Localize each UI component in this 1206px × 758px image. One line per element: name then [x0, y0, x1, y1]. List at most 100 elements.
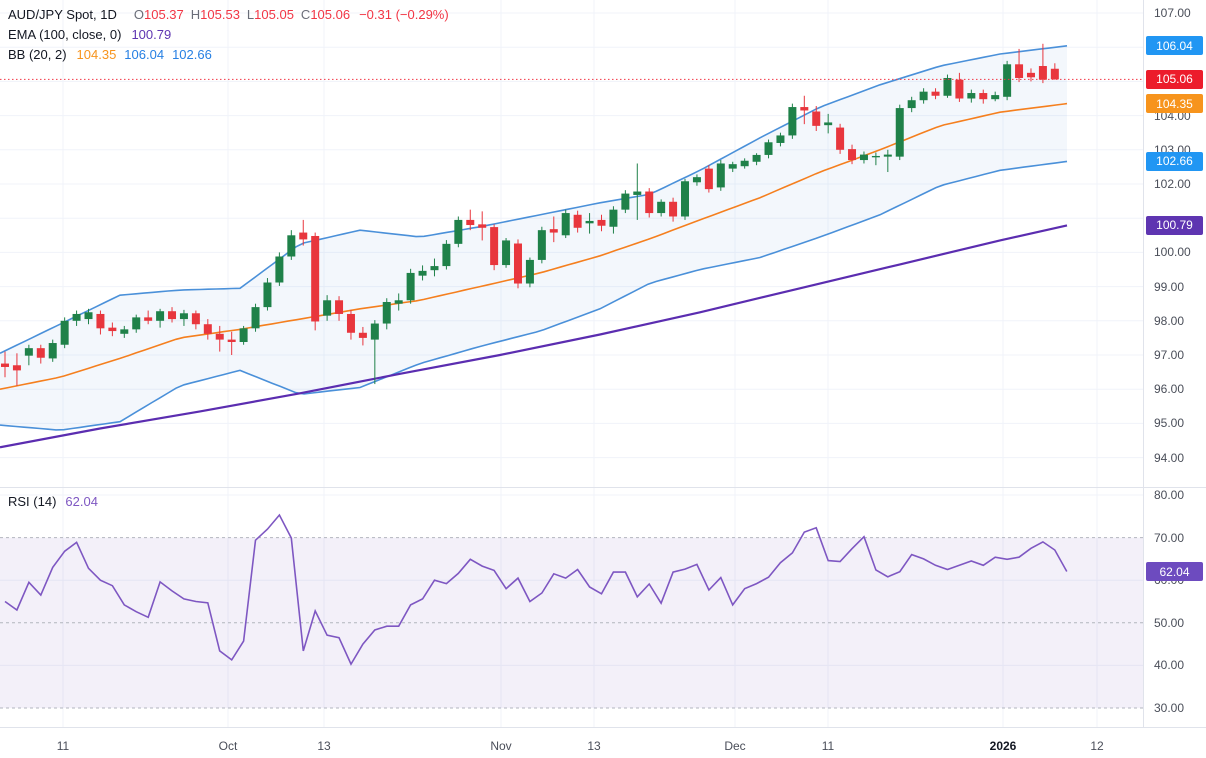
rsi-line [4, 513, 1068, 666]
candle-body [812, 111, 821, 126]
rsi-axis-label: 80.00 [1154, 488, 1185, 502]
candle-body [311, 235, 320, 322]
candle-body [979, 93, 988, 100]
candle-body [752, 154, 761, 162]
open-label: O [133, 7, 144, 22]
candle-body [859, 154, 868, 161]
candle-body [299, 232, 308, 240]
open-value: 105.37 [144, 7, 184, 22]
bb-lower-line [0, 160, 1068, 431]
price-axis-label: 100.00 [1154, 245, 1191, 260]
ema-value: 100.79 [131, 27, 172, 42]
candle-body [335, 300, 344, 314]
candle-body [513, 243, 522, 284]
low-label: L [246, 7, 255, 22]
candle-body [1038, 66, 1047, 80]
symbol-legend-row[interactable]: AUD/JPY Spot, 1D O 105.37 H 105.53 L 105… [8, 5, 449, 25]
candle-body [1, 363, 9, 367]
candle-body [370, 323, 379, 340]
candle-body [788, 107, 797, 136]
time-axis-label: 13 [317, 739, 331, 753]
time-axis-label: Oct [218, 739, 238, 753]
candle-body [394, 300, 403, 304]
candle-body [108, 327, 117, 332]
candle-body [84, 312, 93, 320]
bb-lower-value: 102.66 [172, 47, 212, 62]
ema100-line [0, 224, 1068, 449]
ema-label: EMA (100, close, 0) [8, 27, 122, 42]
candle-body [645, 191, 654, 214]
time-axis-label: 13 [587, 739, 601, 753]
pane-separator[interactable] [0, 487, 1206, 488]
high-value: 105.53 [200, 7, 240, 22]
rsi-axis-label: 30.00 [1154, 701, 1185, 715]
candle-body [287, 235, 296, 257]
candle-body [955, 79, 964, 99]
candle-body [537, 230, 546, 260]
price-axis-label: 102.00 [1154, 177, 1191, 191]
candle-body [1015, 64, 1024, 78]
candle-body [490, 227, 499, 266]
candle-body [502, 240, 511, 266]
price-axis-separator [1143, 0, 1144, 727]
candle-body [883, 154, 892, 157]
candle-body [943, 77, 952, 96]
candle-body [573, 214, 582, 228]
candle-body [991, 95, 1000, 100]
axis-value-badge: 106.04 [1146, 36, 1203, 56]
candle-body [836, 127, 845, 150]
candle-body [323, 300, 332, 316]
candle-body [203, 324, 212, 334]
candle-body [919, 91, 928, 101]
candle-body [692, 177, 701, 183]
time-axis-separator [0, 727, 1206, 728]
candle-body [227, 339, 236, 343]
price-axis-label: 96.00 [1154, 382, 1185, 397]
candle-body [549, 229, 558, 233]
bb-upper-value: 106.04 [124, 47, 165, 62]
candle-body [931, 91, 940, 96]
candle-body [406, 272, 415, 301]
candle-body [132, 317, 141, 330]
axis-value-badge: 104.35 [1146, 94, 1203, 114]
candle-body [1003, 64, 1012, 97]
candle-body [275, 256, 284, 283]
candle-body [716, 163, 725, 188]
candle-body [418, 270, 427, 276]
rsi-value: 62.04 [65, 494, 98, 509]
rsi-legend-row[interactable]: RSI (14) 62.04 [8, 494, 98, 509]
candle-body [179, 313, 188, 320]
ema-legend-row[interactable]: EMA (100, close, 0) 100.79 [8, 25, 449, 45]
time-axis-label: 11 [56, 739, 70, 753]
candle-body [466, 219, 475, 226]
symbol-title: AUD/JPY Spot, 1D [8, 7, 117, 22]
candle-body [895, 108, 904, 157]
candle-body [215, 333, 224, 340]
candle-body [12, 365, 21, 371]
candle-body [681, 181, 690, 217]
candle-body [96, 313, 105, 329]
candle-body [633, 191, 642, 195]
low-value: 105.05 [254, 7, 294, 22]
candle-body [1050, 68, 1059, 80]
axis-value-badge: 62.04 [1146, 562, 1203, 581]
candle-body [239, 328, 248, 343]
time-axis-label: Dec [724, 739, 746, 753]
candle-body [60, 320, 69, 345]
bb-legend-row[interactable]: BB (20, 2) 104.35 106.04 102.66 [8, 45, 449, 65]
candle-body [168, 311, 177, 320]
candle-body [430, 266, 439, 271]
candle-body [800, 107, 809, 111]
candle-body [740, 160, 749, 167]
main-legend[interactable]: AUD/JPY Spot, 1D O 105.37 H 105.53 L 105… [8, 5, 449, 65]
axis-value-badge: 102.66 [1146, 151, 1203, 171]
candle-body [478, 224, 487, 228]
price-axis-label: 97.00 [1154, 348, 1185, 362]
candle-body [764, 142, 773, 155]
candle-body [848, 149, 857, 161]
price-axis-label: 98.00 [1154, 313, 1185, 328]
axis-value-badge: 105.06 [1146, 69, 1203, 89]
close-value: 105.06 [310, 7, 351, 22]
